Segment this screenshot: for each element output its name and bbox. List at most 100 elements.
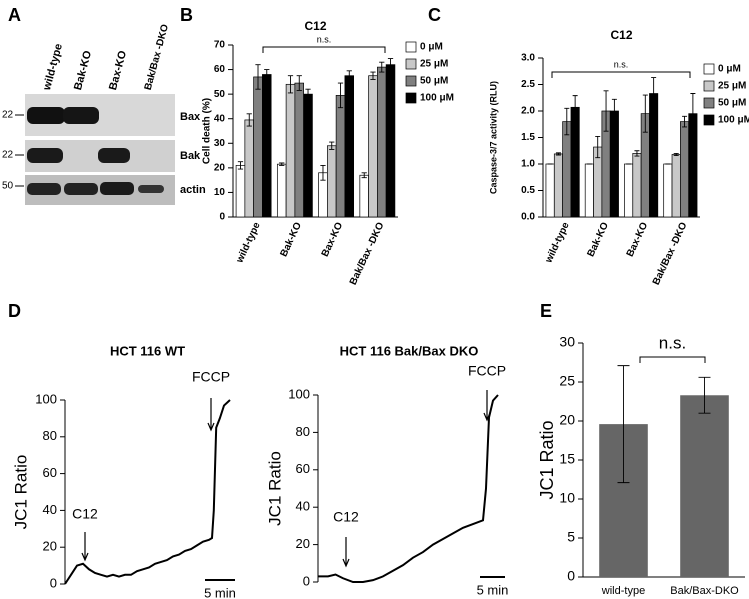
- y-tick-label: 20: [559, 412, 575, 428]
- annotation: C12: [72, 506, 98, 522]
- y-tick-label: 80: [296, 424, 310, 439]
- line: [318, 394, 499, 583]
- bar: [327, 145, 337, 218]
- panel-letter: E: [540, 301, 552, 321]
- legend-label: 50 μM: [420, 76, 448, 87]
- y-tick-label: 20: [214, 162, 226, 173]
- legend-swatch: [703, 80, 715, 92]
- x-tick-label: Bak-KO: [586, 221, 612, 259]
- legend-swatch: [405, 75, 417, 87]
- error-bar: [673, 152, 679, 156]
- bar: [294, 82, 304, 218]
- bar: [344, 75, 355, 218]
- y-tick-label: 1.0: [521, 159, 535, 170]
- y-tick-label: 50: [214, 89, 226, 100]
- y-tick-label: 20: [43, 539, 57, 554]
- legend-swatch: [703, 114, 715, 126]
- y-axis-label: JC1 Ratio: [537, 420, 557, 499]
- error-bar: [237, 161, 244, 170]
- legend-swatch: [703, 97, 715, 109]
- annotation: C12: [333, 509, 359, 525]
- legend-swatch: [405, 41, 417, 53]
- y-tick-label: 100: [35, 391, 57, 406]
- error-bar: [682, 115, 688, 128]
- y-tick-label: 30: [214, 138, 226, 149]
- y-tick-label: 80: [43, 428, 57, 443]
- x-tick-label: Bak/Bax-DKO: [670, 585, 739, 597]
- bar: [649, 93, 659, 218]
- chart-title: C12: [304, 19, 326, 33]
- bar: [545, 163, 555, 218]
- y-tick-label: 3.0: [521, 53, 535, 64]
- chart-title: HCT 116 WT: [110, 343, 185, 358]
- bracket: [551, 71, 691, 78]
- band: [64, 183, 98, 195]
- y-tick-label: 40: [296, 499, 310, 514]
- x-tick-label: Bak/Bax -DKO: [651, 221, 690, 287]
- chart-title: C12: [610, 28, 632, 42]
- y-tick-label: 40: [43, 502, 57, 517]
- band: [27, 183, 61, 195]
- bar: [253, 76, 263, 218]
- arrow: [207, 398, 215, 432]
- error-bar: [603, 90, 609, 132]
- error-bar: [279, 162, 285, 166]
- legend-label: 0 μM: [718, 64, 741, 75]
- bar: [276, 163, 287, 218]
- bar: [303, 93, 313, 218]
- y-axis-label: JC1 Ratio: [265, 451, 284, 526]
- x-tick-label: wild-type: [601, 585, 645, 597]
- legend-label: 0 μM: [420, 42, 443, 53]
- bar: [632, 153, 642, 218]
- bar: [584, 163, 594, 218]
- error-bar: [555, 152, 561, 156]
- legend-label: 25 μM: [718, 81, 746, 92]
- y-tick-label: 1.5: [521, 132, 535, 143]
- annotation: n.s.: [317, 34, 332, 44]
- bar: [609, 110, 619, 218]
- scale-bar-label: 5 min: [204, 585, 236, 599]
- legend-label: 25 μM: [420, 59, 448, 70]
- error-bar: [595, 135, 601, 159]
- x-tick-label: Bak-KO: [279, 221, 305, 259]
- y-tick-label: 25: [559, 373, 575, 389]
- bar: [680, 395, 729, 577]
- bar: [570, 106, 580, 218]
- error-bar: [690, 93, 696, 135]
- bar: [359, 174, 369, 218]
- annotation: n.s.: [614, 59, 629, 69]
- y-tick-label: 0.0: [521, 212, 535, 223]
- y-tick-label: 10: [214, 187, 226, 198]
- bracket: [639, 356, 706, 363]
- error-bar: [246, 113, 252, 127]
- error-bar: [642, 94, 648, 133]
- arrow: [342, 537, 350, 568]
- legend-swatch: [703, 63, 715, 75]
- y-tick-label: 0: [50, 575, 57, 590]
- error-bar: [634, 150, 640, 157]
- panel-letter: A: [8, 5, 21, 25]
- annotation: FCCP: [192, 369, 230, 385]
- error-bar: [264, 69, 270, 80]
- protein-label: actin: [180, 184, 206, 196]
- protein-label: Bax: [180, 111, 201, 123]
- band: [27, 107, 65, 124]
- legend-swatch: [405, 92, 417, 104]
- y-tick-label: 0.5: [521, 185, 535, 196]
- arrow: [483, 390, 491, 422]
- marker-label: 22: [2, 150, 14, 161]
- x-tick-label: Bak/Bax -DKO: [348, 221, 387, 287]
- y-tick-label: 10: [559, 490, 575, 506]
- y-tick-label: 5: [567, 529, 575, 545]
- y-tick-label: 20: [296, 536, 310, 551]
- error-bar: [572, 95, 578, 120]
- band: [100, 182, 134, 195]
- y-tick-label: 60: [296, 461, 310, 476]
- y-axis-label: Cell death (%): [202, 98, 213, 164]
- y-axis-label: Caspase-3/7 activity (RLU): [488, 81, 498, 194]
- y-tick-label: 0: [567, 568, 575, 584]
- protein-label: Bak: [180, 150, 201, 162]
- bar: [262, 74, 272, 218]
- panel-letter: D: [8, 301, 21, 321]
